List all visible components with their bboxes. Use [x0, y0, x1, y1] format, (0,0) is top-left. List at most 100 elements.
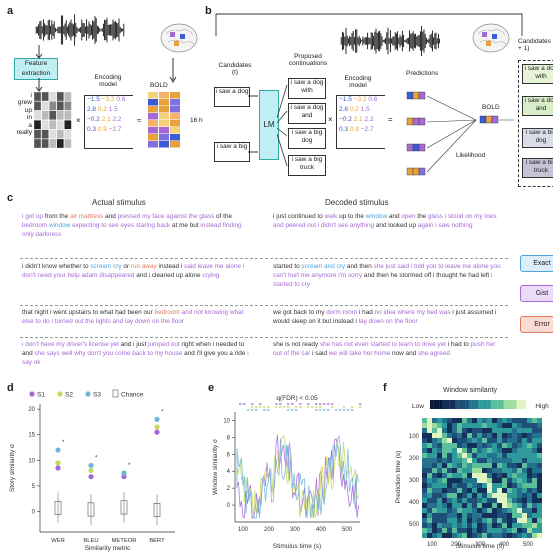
- heatmap-cell: [472, 528, 477, 533]
- story-segment: bedroom: [22, 222, 48, 230]
- heatmap-cell: [452, 508, 457, 513]
- heatmap-cell: [507, 438, 512, 443]
- weight: −2.7: [108, 126, 122, 134]
- heatmap-cell: [432, 418, 437, 423]
- heatmap-cell: [497, 493, 502, 498]
- passage-separator: [20, 337, 508, 338]
- story-segment: and then he stormed off i thought he had…: [362, 272, 491, 280]
- heatmap-cell: [527, 513, 532, 518]
- heatmap-cell: [422, 468, 427, 473]
- heatmap-cell: [512, 448, 517, 453]
- weight: 0.2: [97, 106, 107, 114]
- heatmap-cell: [497, 488, 502, 493]
- heatmap-cell: [422, 508, 427, 513]
- story-segment: that night i went upstairs to what had b…: [22, 309, 155, 316]
- heatmap-cell: [492, 448, 497, 453]
- bold-cell: [170, 106, 180, 113]
- heatmap-cell: [477, 528, 482, 533]
- heatmap-cell: [522, 418, 527, 423]
- y-tick-label: 20: [28, 407, 35, 413]
- heatmap-cell: [452, 523, 457, 528]
- feature-cell: [56, 110, 64, 120]
- heatmap-cell: [447, 513, 452, 518]
- heatmap-cell: [462, 528, 467, 533]
- heatmap-cell: [422, 503, 427, 508]
- heatmap-cell: [522, 423, 527, 428]
- significance-star: *: [95, 455, 98, 461]
- story-segment: she agreed: [417, 350, 450, 358]
- heatmap-cell: [437, 453, 442, 458]
- heatmap-cell: [477, 498, 482, 503]
- story-segment: window: [49, 222, 71, 230]
- heatmap-cell: [522, 463, 527, 468]
- heatmap-cell: [432, 473, 437, 478]
- heatmap-cell: [422, 513, 427, 518]
- heatmap-cell: [487, 488, 492, 493]
- heatmap-cell: [497, 463, 502, 468]
- heatmap-cell: [487, 473, 492, 478]
- heatmap-cell: [487, 498, 492, 503]
- heatmap-cell: [487, 483, 492, 488]
- story-segment: and then: [345, 263, 374, 270]
- story-segment: the: [415, 213, 428, 220]
- story-passage: started to scream and cry and then she j…: [273, 262, 505, 289]
- chart-title: Window similarity: [443, 387, 498, 394]
- panel-a-label: a: [7, 5, 14, 17]
- heatmap-cell: [482, 473, 487, 478]
- heatmap-cell: [462, 508, 467, 513]
- feature-cell: [64, 101, 72, 111]
- feature-cell: [56, 120, 64, 130]
- heatmap-cell: [512, 483, 517, 488]
- heatmap-cell: [462, 433, 467, 438]
- heatmap-cell: [497, 523, 502, 528]
- heatmap-cell: [512, 453, 517, 458]
- heatmap-cell: [467, 508, 472, 513]
- prediction-cell: [406, 117, 414, 126]
- panel-b-label: b: [205, 5, 212, 17]
- heatmap-cell: [512, 533, 517, 538]
- heatmap-cell: [522, 493, 527, 498]
- heatmap-cell: [432, 493, 437, 498]
- multiply-sign: ×: [328, 115, 333, 124]
- bold-target-cell: [479, 115, 487, 124]
- heatmap-cell: [487, 523, 492, 528]
- brain-icon-b: [472, 22, 510, 54]
- heatmap-cell: [512, 513, 517, 518]
- colorbar-segment: [433, 400, 437, 409]
- arrow-down-icon: [35, 78, 43, 92]
- candidate-box: i saw a dog: [214, 87, 250, 107]
- heatmap-cell: [522, 453, 527, 458]
- heatmap-cell: [467, 468, 472, 473]
- colorbar-segment: [430, 400, 434, 409]
- heatmap-cell: [497, 513, 502, 518]
- heatmap-cell: [437, 433, 442, 438]
- heatmap-cell: [502, 533, 507, 538]
- heatmap-cell: [477, 463, 482, 468]
- heatmap-cell: [532, 428, 537, 433]
- heatmap-cell: [467, 438, 472, 443]
- heatmap-cell: [457, 478, 462, 483]
- heatmap-cell: [447, 418, 452, 423]
- feature-cell: [41, 120, 49, 130]
- heatmap-cell: [537, 518, 542, 523]
- heatmap-cell: [512, 503, 517, 508]
- heatmap-cell: [487, 443, 492, 448]
- colorbar-segment: [442, 400, 447, 409]
- heatmap-cell: [532, 513, 537, 518]
- heatmap-cell: [517, 473, 522, 478]
- heatmap-cell: [467, 528, 472, 533]
- heatmap-cell: [462, 488, 467, 493]
- heatmap-cell: [517, 528, 522, 533]
- heatmap-cell: [527, 473, 532, 478]
- heatmap-cell: [422, 488, 427, 493]
- data-point-s2: [88, 467, 94, 474]
- heatmap-cell: [427, 433, 432, 438]
- bold-cell: [148, 92, 158, 99]
- colorbar-segment: [500, 400, 504, 409]
- colorbar-segment: [519, 400, 523, 409]
- heatmap-cell: [487, 458, 492, 463]
- arrow-down-icon: [35, 45, 43, 59]
- story-segment: scream cry: [90, 263, 122, 270]
- heatmap-cell: [472, 513, 477, 518]
- story-segment: and not knowing what else to do i turned…: [22, 309, 244, 326]
